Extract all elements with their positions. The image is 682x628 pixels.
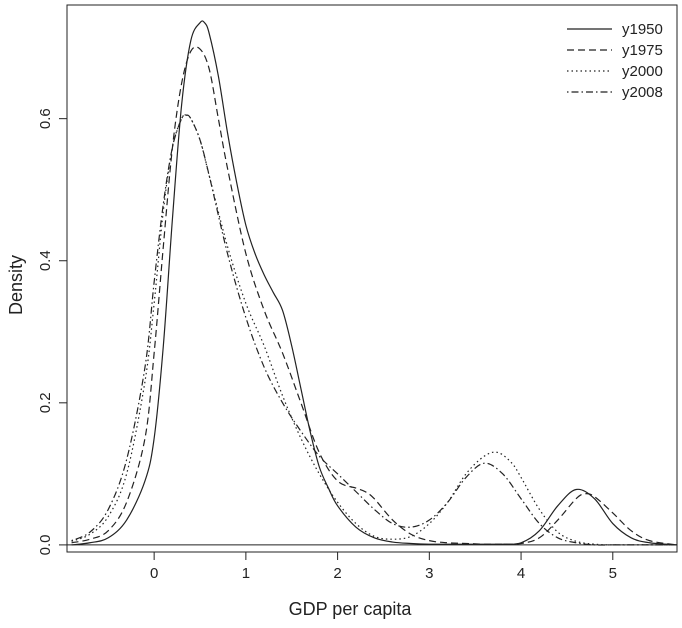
x-tick-label: 0 bbox=[150, 565, 158, 582]
plot-frame bbox=[66, 4, 678, 553]
legend-label-y1975: y1975 bbox=[622, 42, 663, 59]
x-tick-label: 2 bbox=[333, 565, 341, 582]
y-tick-label: 0.4 bbox=[37, 250, 54, 271]
series-line-y1975 bbox=[71, 46, 678, 546]
x-axis: 0 1 2 3 4 5 bbox=[150, 551, 617, 582]
x-axis-title: GDP per capita bbox=[289, 599, 413, 619]
series-line-y1950 bbox=[71, 20, 678, 546]
x-tick-label: 3 bbox=[425, 565, 433, 582]
legend-label-y1950: y1950 bbox=[622, 21, 663, 38]
legend-label-y2000: y2000 bbox=[622, 63, 663, 80]
series-layer bbox=[71, 20, 678, 546]
x-tick-label: 1 bbox=[242, 565, 250, 582]
x-tick-label: 4 bbox=[517, 565, 525, 582]
y-axis-title: Density bbox=[6, 255, 26, 315]
x-tick-label: 5 bbox=[609, 565, 617, 582]
y-tick-label: 0.2 bbox=[37, 392, 54, 413]
legend: y1950 y1975 y2000 y2008 bbox=[567, 21, 663, 101]
y-tick-label: 0.0 bbox=[37, 534, 54, 555]
legend-label-y2008: y2008 bbox=[622, 84, 663, 101]
y-axis: 0.0 0.2 0.4 0.6 bbox=[37, 108, 68, 555]
series-line-y2000 bbox=[71, 114, 677, 546]
series-line-y2008 bbox=[71, 114, 677, 546]
y-tick-label: 0.6 bbox=[37, 108, 54, 129]
